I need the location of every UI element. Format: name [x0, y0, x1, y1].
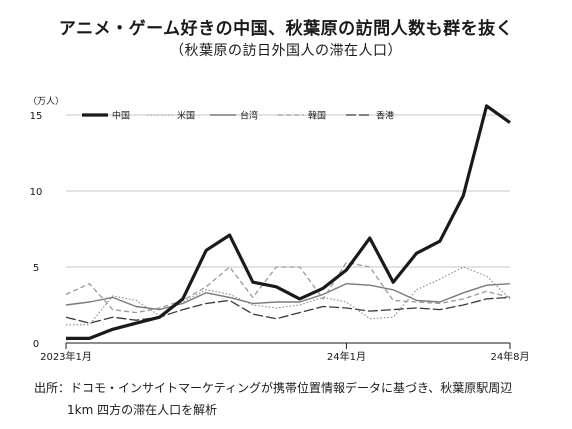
series-line-香港	[65, 296, 511, 324]
legend-label-香港: 香港	[376, 110, 394, 122]
y-tick-label-10: 10	[30, 187, 43, 198]
series-line-韓国	[65, 261, 511, 314]
grid	[66, 114, 510, 268]
y-unit-label: （万人）	[28, 96, 64, 107]
chart-subtitle: （秋葉原の訪日外国人の滞在人口）	[170, 43, 402, 59]
x-tick-label-2023年1月: 2023年1月	[40, 350, 92, 363]
x-tick-label-24年8月: 24年8月	[490, 350, 529, 363]
series-line-中国	[66, 104, 511, 340]
legend: 中国 米国 台湾 韓国 香港	[82, 110, 394, 122]
chart-title: アニメ・ゲーム好きの中国、秋葉原の訪問人数も群を抜く	[58, 19, 514, 39]
source-note: 出所：ドコモ・インサイトマーケティングが携帯位置情報データに基づき、秋葉原駅周辺…	[34, 377, 554, 421]
line-chart: 0 5 10 15 （万人） 2023年1月 24年1月 24年8月 中国 米国 台湾 韓国 香港	[28, 96, 530, 363]
axes: 0 5 10 15 （万人） 2023年1月 24年1月 24年8月	[28, 96, 530, 363]
legend-label-中国: 中国	[112, 110, 130, 122]
series-line-米国	[66, 266, 511, 326]
y-tick-label-15: 15	[30, 111, 43, 122]
legend-label-韓国: 韓国	[308, 111, 326, 122]
y-tick-label-5: 5	[33, 263, 39, 274]
x-tick-label-24年1月: 24年1月	[327, 350, 366, 363]
source-line-2: 1km 四方の滞在人口を解析	[67, 403, 218, 417]
legend-label-米国: 米国	[177, 110, 195, 122]
y-tick-label-0: 0	[33, 339, 39, 350]
source-line-1: 出所：ドコモ・インサイトマーケティングが携帯位置情報データに基づき、秋葉原駅周辺	[34, 381, 513, 395]
series-lines	[65, 104, 511, 340]
legend-label-台湾: 台湾	[240, 110, 258, 122]
series-line-台湾	[65, 283, 511, 311]
